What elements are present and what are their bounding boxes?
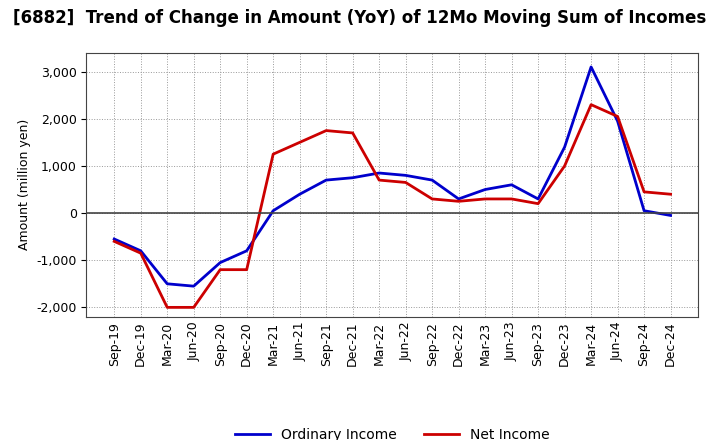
- Net Income: [587, 102, 595, 107]
- Legend: Ordinary Income, Net Income: Ordinary Income, Net Income: [230, 422, 555, 440]
- Ordinary Income: [481, 187, 490, 192]
- Ordinary Income: [428, 177, 436, 183]
- Ordinary Income: [508, 182, 516, 187]
- Ordinary Income: [613, 118, 622, 124]
- Net Income: [348, 130, 357, 136]
- Ordinary Income: [110, 236, 119, 242]
- Ordinary Income: [375, 170, 384, 176]
- Net Income: [454, 199, 463, 204]
- Ordinary Income: [189, 283, 198, 289]
- Ordinary Income: [640, 208, 649, 213]
- Net Income: [110, 239, 119, 244]
- Ordinary Income: [534, 196, 542, 202]
- Net Income: [560, 163, 569, 169]
- Line: Net Income: Net Income: [114, 105, 670, 308]
- Net Income: [189, 305, 198, 310]
- Ordinary Income: [269, 208, 277, 213]
- Ordinary Income: [216, 260, 225, 265]
- Ordinary Income: [401, 173, 410, 178]
- Net Income: [481, 196, 490, 202]
- Ordinary Income: [322, 177, 330, 183]
- Net Income: [243, 267, 251, 272]
- Net Income: [640, 189, 649, 194]
- Ordinary Income: [560, 144, 569, 150]
- Net Income: [322, 128, 330, 133]
- Ordinary Income: [295, 191, 304, 197]
- Net Income: [508, 196, 516, 202]
- Line: Ordinary Income: Ordinary Income: [114, 67, 670, 286]
- Net Income: [428, 196, 436, 202]
- Ordinary Income: [348, 175, 357, 180]
- Net Income: [666, 191, 675, 197]
- Ordinary Income: [666, 213, 675, 218]
- Net Income: [216, 267, 225, 272]
- Ordinary Income: [587, 64, 595, 70]
- Ordinary Income: [163, 281, 171, 286]
- Y-axis label: Amount (million yen): Amount (million yen): [18, 119, 31, 250]
- Text: [6882]  Trend of Change in Amount (YoY) of 12Mo Moving Sum of Incomes: [6882] Trend of Change in Amount (YoY) o…: [14, 9, 706, 27]
- Net Income: [163, 305, 171, 310]
- Ordinary Income: [243, 248, 251, 253]
- Ordinary Income: [136, 248, 145, 253]
- Net Income: [269, 151, 277, 157]
- Net Income: [613, 114, 622, 119]
- Net Income: [295, 140, 304, 145]
- Net Income: [136, 250, 145, 256]
- Ordinary Income: [454, 196, 463, 202]
- Net Income: [375, 177, 384, 183]
- Net Income: [401, 180, 410, 185]
- Net Income: [534, 201, 542, 206]
